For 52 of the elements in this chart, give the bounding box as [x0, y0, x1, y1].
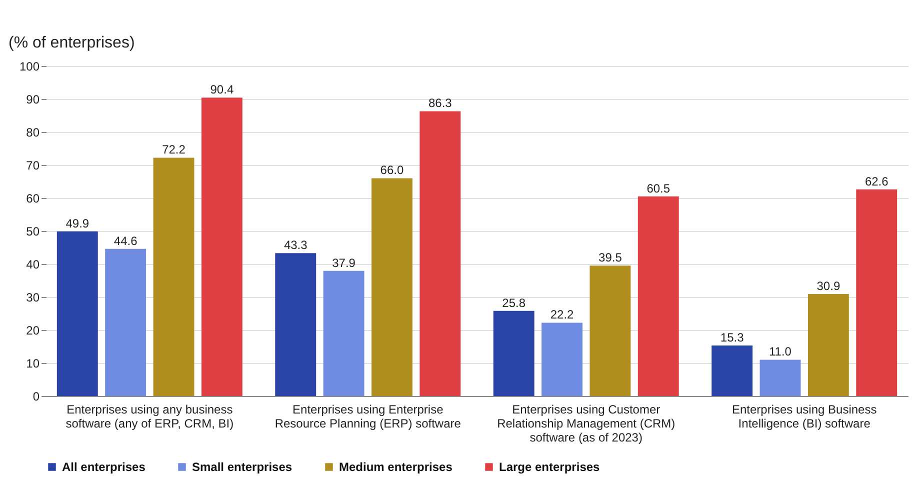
y-tick-label: 40	[26, 258, 40, 272]
y-tick-label: 10	[26, 356, 40, 370]
data-label: 25.8	[502, 296, 526, 310]
bar	[420, 111, 461, 396]
y-tick-label: 50	[26, 224, 40, 238]
x-tick-label: Enterprises using Business Intelligence (BI) software	[732, 402, 877, 430]
bar	[590, 266, 631, 396]
data-label: 43.3	[284, 238, 308, 252]
data-label: 39.5	[598, 250, 622, 265]
bar	[372, 178, 412, 396]
y-tick-label: 80	[26, 126, 40, 140]
data-label: 44.6	[114, 234, 138, 248]
bar	[856, 189, 898, 396]
bar	[808, 294, 849, 396]
legend-label: Small enterprises	[192, 460, 292, 474]
y-tick-label: 70	[26, 158, 40, 172]
data-label: 49.9	[66, 216, 90, 230]
bar	[201, 98, 242, 396]
bar	[105, 248, 146, 396]
data-label: 86.3	[428, 96, 452, 110]
bar	[712, 346, 753, 396]
x-tick-label: Enterprises using Enterprise Resource Planning (ERP) software	[274, 402, 462, 430]
y-tick-label: 90	[26, 92, 40, 106]
data-label: 22.2	[550, 308, 574, 322]
data-label: 66.0	[380, 163, 404, 178]
data-label: 60.5	[646, 181, 670, 196]
y-tick-label: 30	[26, 290, 40, 304]
data-label: 30.9	[816, 279, 840, 294]
y-tick-label: 0	[32, 390, 40, 404]
bar	[638, 196, 679, 396]
data-label: 11.0	[769, 344, 792, 359]
y-axis-title: (% of enterprises)	[8, 34, 135, 52]
legend-label: All enterprises	[62, 460, 146, 474]
bar	[153, 158, 194, 396]
data-label: 37.9	[332, 256, 356, 270]
x-tick-label: Enterprises using any business software (any of ERP, CRM, BI)	[66, 402, 234, 430]
bar	[542, 322, 582, 396]
y-tick-label: 20	[26, 324, 40, 338]
y-tick-label: 100	[19, 60, 40, 74]
data-label: 72.2	[162, 142, 186, 157]
data-label: 90.4	[210, 82, 234, 97]
bar	[275, 253, 316, 396]
bar	[56, 231, 98, 396]
data-label: 62.6	[864, 174, 889, 188]
legend-label: Large enterprises	[499, 460, 600, 474]
bar	[323, 270, 364, 396]
bar	[760, 360, 801, 396]
data-label: 15.3	[720, 330, 744, 345]
bar	[493, 310, 534, 396]
x-tick-label: Enterprises using Customer Relationship Management (CRM) software (as of 2023)	[497, 402, 676, 444]
legend-label: Medium enterprises	[339, 460, 453, 474]
y-tick-label: 60	[26, 192, 40, 206]
